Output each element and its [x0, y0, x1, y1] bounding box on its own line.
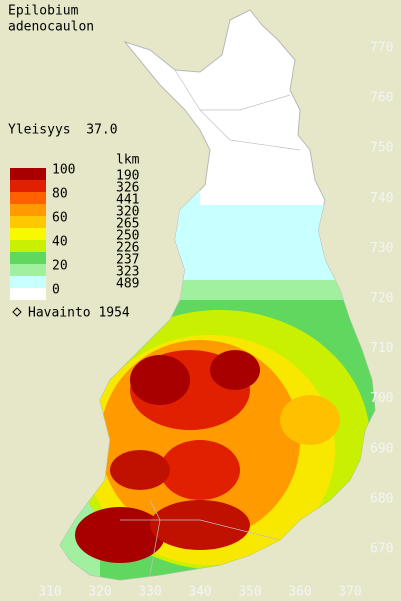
x-axis-label: 340	[188, 585, 211, 600]
count-label: 323	[116, 265, 139, 280]
y-axis-label: 750	[370, 141, 393, 156]
count-label: 226	[116, 241, 139, 256]
y-axis-label: 690	[370, 441, 393, 456]
x-axis-label: 310	[38, 585, 61, 600]
x-axis-label: 330	[138, 585, 161, 600]
y-axis-label: 740	[370, 191, 393, 206]
y-axis-label: 720	[370, 291, 393, 306]
finland-map	[59, 9, 376, 581]
count-label: 250	[116, 229, 139, 244]
y-axis-label: 680	[370, 491, 393, 506]
legend-colors	[10, 168, 46, 300]
count-label: 190	[116, 169, 139, 184]
count-label: 489	[116, 277, 139, 292]
scale-label: 20	[52, 259, 68, 274]
count-label: 265	[116, 217, 139, 232]
count-label: 320	[116, 205, 139, 220]
distribution	[60, 180, 375, 580]
x-axis-label: 370	[338, 585, 361, 600]
scale-label: 100	[52, 163, 75, 178]
count-label: 441	[116, 193, 139, 208]
frequency: Yleisyys 37.0	[8, 123, 118, 138]
count-label: 237	[116, 253, 139, 268]
y-axis-label: 730	[370, 241, 393, 256]
y-axis-label: 710	[370, 341, 393, 356]
observation-year: Havainto 1954	[28, 306, 130, 321]
province-borders	[120, 69, 301, 576]
count-header: lkm	[116, 153, 140, 168]
y-axis-label: 760	[370, 91, 393, 106]
scale-label: 80	[52, 187, 68, 202]
scale-label: 60	[52, 211, 68, 226]
x-axis-label: 320	[88, 585, 111, 600]
y-axis-label: 700	[370, 391, 393, 406]
scale-label: 0	[52, 283, 60, 298]
count-label: 326	[116, 181, 139, 196]
title-line: Epilobium	[8, 4, 79, 19]
title-line: adenocaulon	[8, 20, 94, 35]
y-axis-label: 770	[370, 41, 393, 56]
x-axis-label: 350	[238, 585, 261, 600]
observation-symbol	[12, 307, 22, 317]
x-axis-label: 360	[288, 585, 311, 600]
y-axis-label: 670	[370, 542, 393, 557]
scale-label: 40	[52, 235, 68, 250]
